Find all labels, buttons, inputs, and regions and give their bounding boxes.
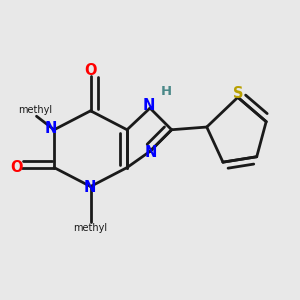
Text: H: H (160, 85, 171, 98)
Text: N: N (84, 179, 96, 194)
Text: methyl: methyl (74, 223, 108, 233)
Text: O: O (84, 63, 97, 78)
Text: O: O (10, 160, 22, 175)
Text: N: N (45, 122, 57, 136)
Text: S: S (233, 86, 244, 101)
Text: N: N (144, 145, 157, 160)
Text: N: N (142, 98, 155, 113)
Text: methyl: methyl (18, 105, 52, 115)
